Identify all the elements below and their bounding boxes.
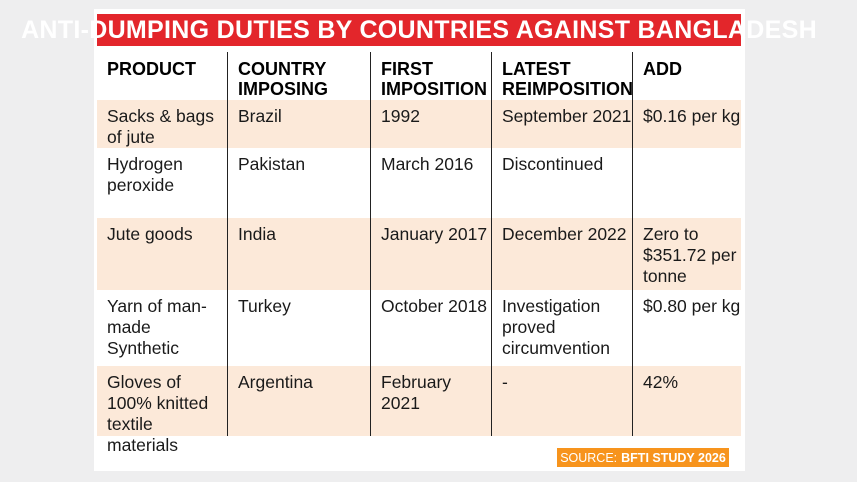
cell-latest-reimposition: September 2021: [491, 100, 632, 148]
header-latest-reimposition: LATEST REIMPOSITION: [491, 52, 633, 100]
source-badge: SOURCE: BFTI STUDY 2026: [557, 448, 729, 467]
header-product: PRODUCT: [107, 59, 196, 79]
cell-product: Jute goods: [107, 224, 193, 244]
cell-first-imposition: 1992: [370, 100, 491, 148]
cell-first-imposition: October 2018: [370, 290, 491, 366]
cell-product: Gloves of 100% knitted textile materials: [107, 372, 209, 455]
table-row: Gloves of 100% knitted textile materials…: [97, 366, 741, 455]
cell-first-imposition: March 2016: [370, 148, 491, 218]
table-title: ANTI-DUMPING DUTIES BY COUNTRIES AGAINST…: [21, 14, 817, 46]
cell-product: Hydrogen peroxide: [107, 154, 183, 195]
source-prefix: SOURCE:: [560, 450, 618, 465]
table-row: Jute goods India January 2017 December 2…: [97, 218, 741, 290]
header-country: COUNTRY IMPOSING ADD: [227, 52, 370, 119]
cell-add: $0.80 per kg: [632, 290, 741, 366]
cell-country: Brazil: [227, 100, 370, 148]
cell-latest-reimposition: -: [491, 366, 632, 436]
cell-latest-reimposition: Discontinued: [491, 148, 632, 218]
table-header-row: PRODUCT COUNTRY IMPOSING ADD FIRST IMPOS…: [97, 52, 741, 119]
header-first-imposition: FIRST IMPOSITION: [370, 52, 491, 100]
header-add: ADD: [632, 52, 741, 100]
cell-first-imposition: February 2021: [370, 366, 491, 436]
cell-latest-reimposition: Investigation proved circumvention: [491, 290, 632, 366]
table-row: Hydrogen peroxide Pakistan March 2016 Di…: [97, 148, 741, 218]
cell-country: India: [227, 218, 370, 290]
cell-product: Yarn of man-made Synthetic: [107, 296, 207, 358]
cell-add: $0.16 per kg: [632, 100, 741, 148]
table-row: Sacks & bags of jute Brazil 1992 Septemb…: [97, 100, 741, 148]
source-name: BFTI STUDY 2026: [621, 450, 726, 465]
cell-latest-reimposition: December 2022: [491, 218, 632, 290]
table-row: Yarn of man-made Synthetic Turkey Octobe…: [97, 290, 741, 366]
cell-add: [632, 148, 741, 218]
cell-add: Zero to $351.72 per tonne: [632, 218, 741, 290]
cell-product: Sacks & bags of jute: [107, 106, 214, 147]
cell-country: Argentina: [227, 366, 370, 436]
cell-add: 42%: [632, 366, 741, 436]
cell-country: Turkey: [227, 290, 370, 366]
cell-country: Pakistan: [227, 148, 370, 218]
cell-first-imposition: January 2017: [370, 218, 491, 290]
